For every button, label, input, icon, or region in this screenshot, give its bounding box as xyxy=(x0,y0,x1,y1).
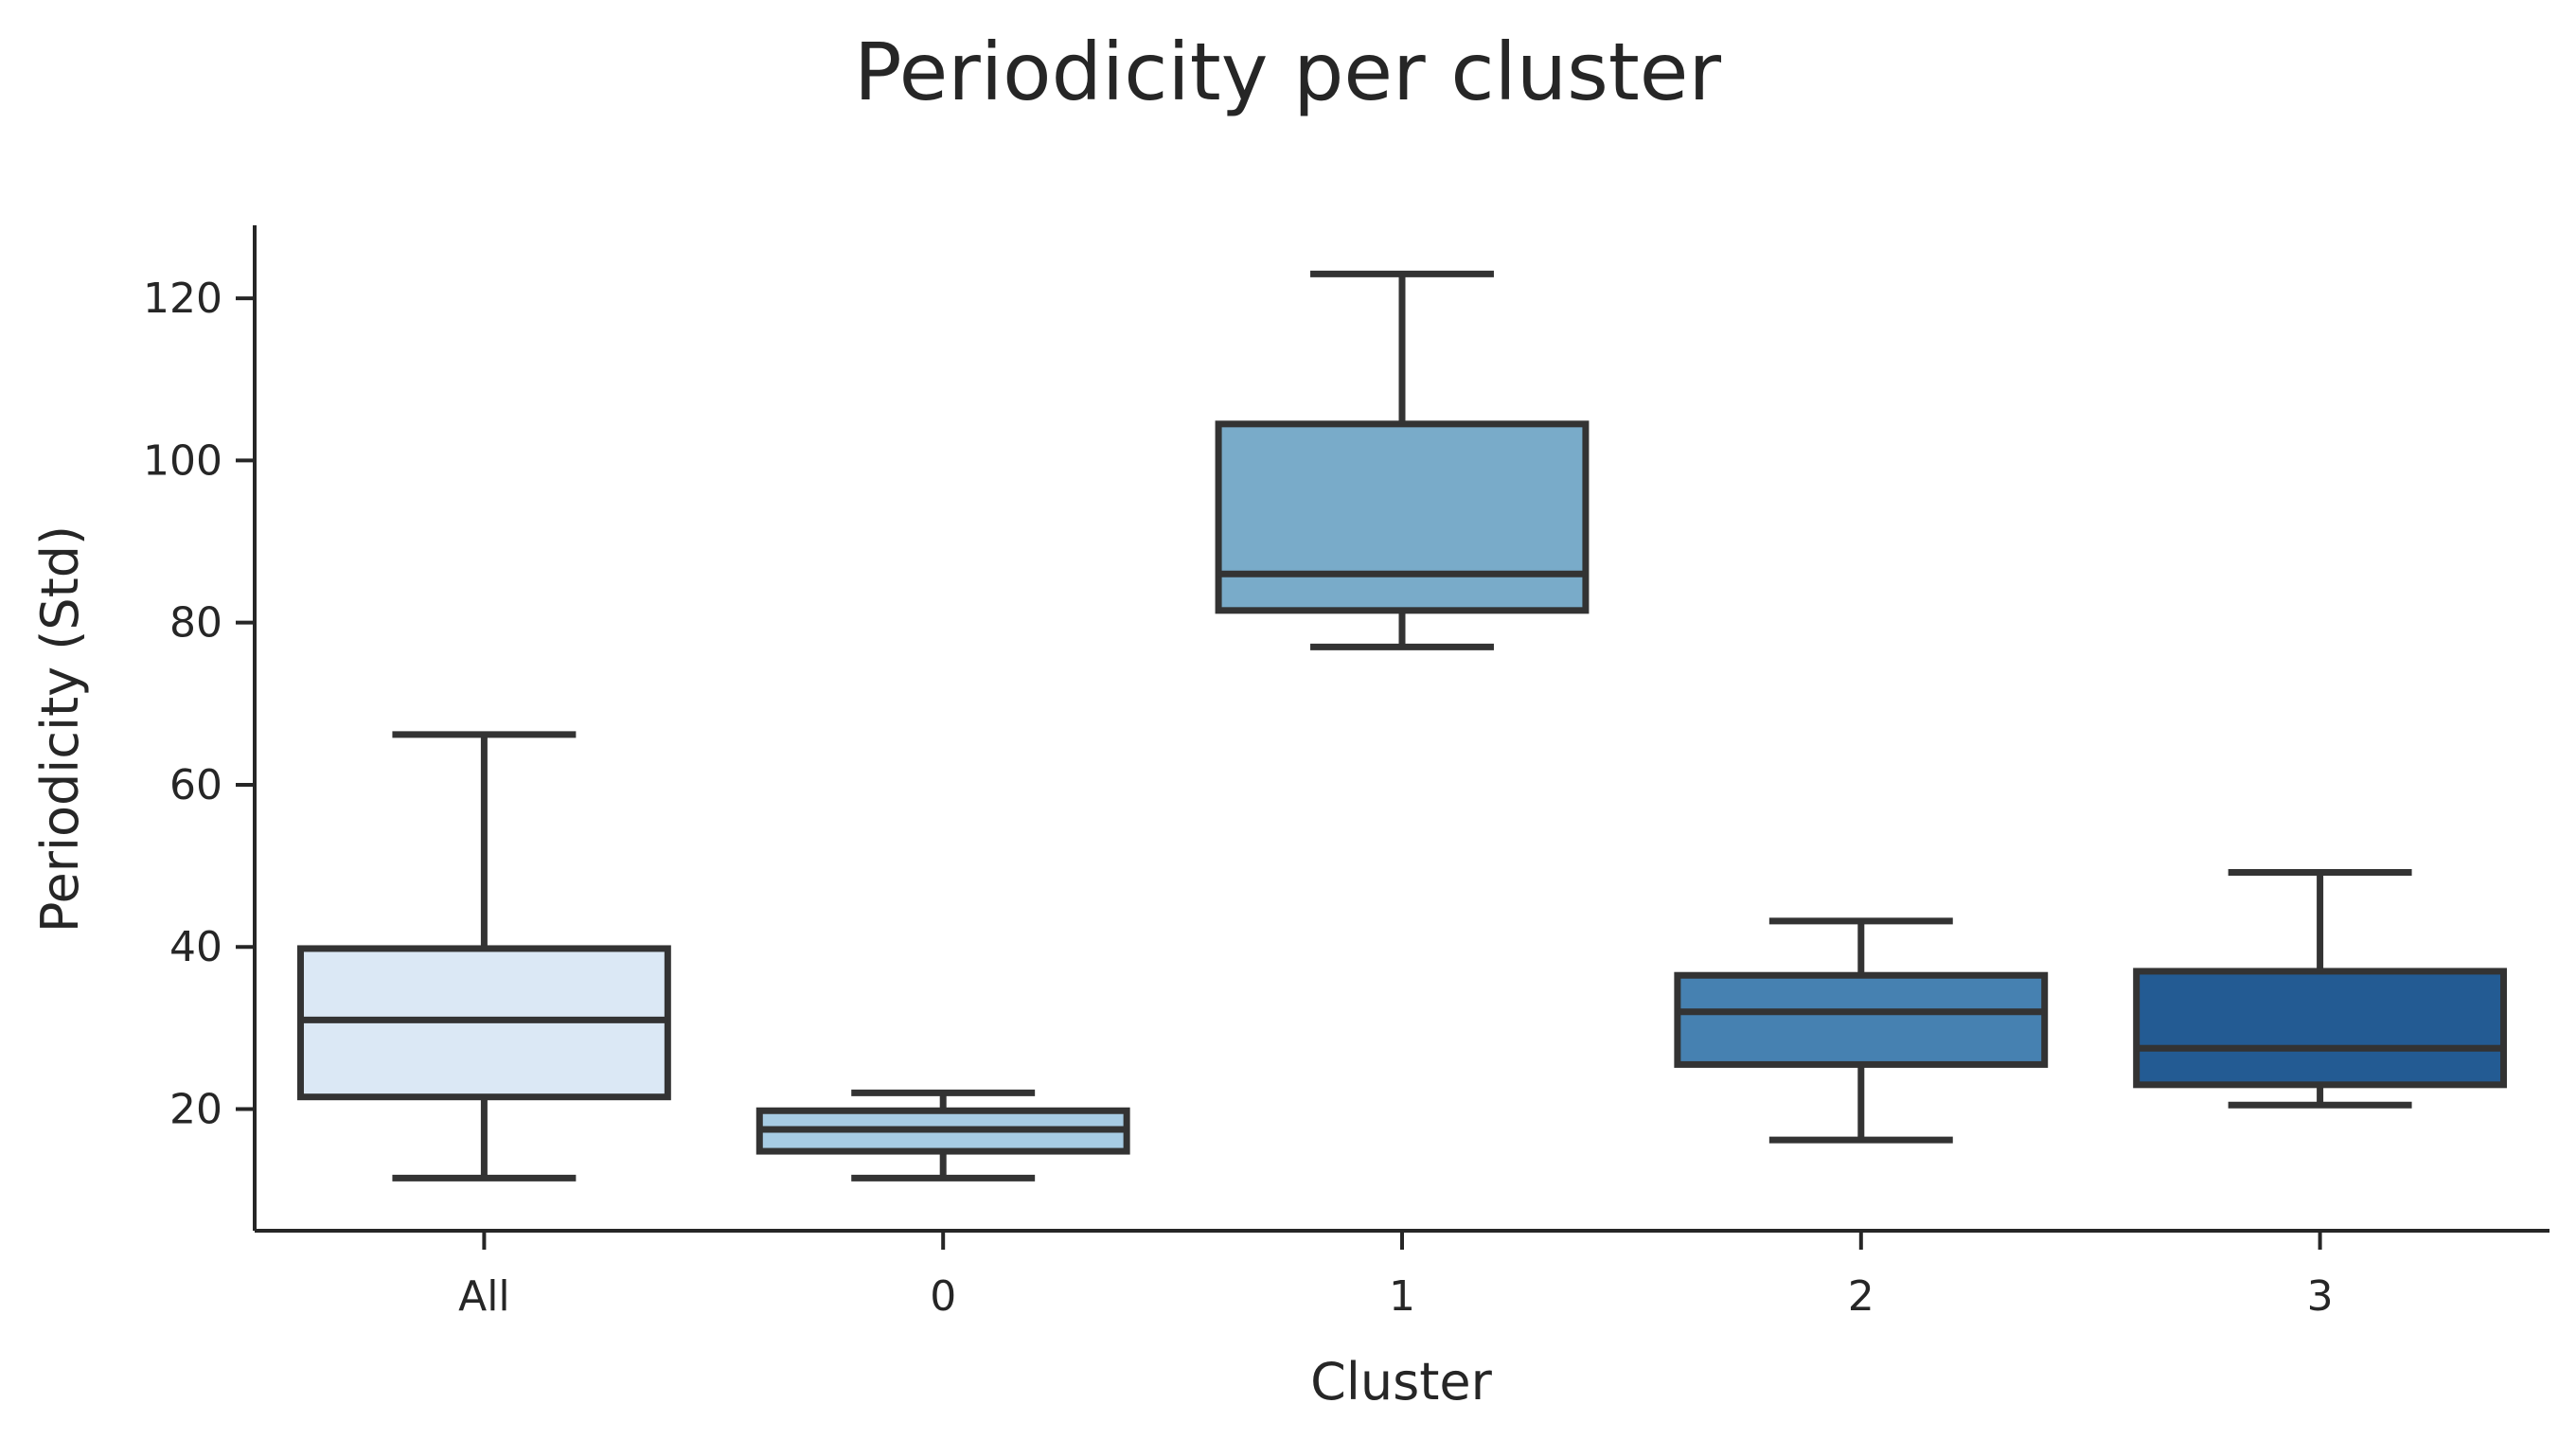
y-tick-label: 40 xyxy=(169,923,222,971)
y-tick-label: 120 xyxy=(143,275,222,323)
y-tick-label: 20 xyxy=(169,1086,222,1134)
box-2 xyxy=(1674,971,2049,1068)
y-tick-label: 80 xyxy=(169,599,222,648)
x-tick-label: 1 xyxy=(1389,1272,1415,1321)
y-tick-label: 100 xyxy=(143,436,222,485)
box-1 xyxy=(1215,420,1590,614)
x-tick-label: 3 xyxy=(2307,1272,2334,1321)
x-tick-label: All xyxy=(458,1272,510,1321)
y-tick-label: 60 xyxy=(169,761,222,809)
chart-title: Periodicity per cluster xyxy=(854,26,1722,118)
y-axis-label: Periodicity (Std) xyxy=(30,525,90,933)
box-3 xyxy=(2133,968,2508,1089)
x-axis-label: Cluster xyxy=(1310,1352,1492,1412)
x-tick-label: 2 xyxy=(1848,1272,1874,1321)
x-tick-label: 0 xyxy=(930,1272,956,1321)
plot-area: 20 40 60 80 100 120 All 0 1 2 3 xyxy=(143,270,2508,1321)
